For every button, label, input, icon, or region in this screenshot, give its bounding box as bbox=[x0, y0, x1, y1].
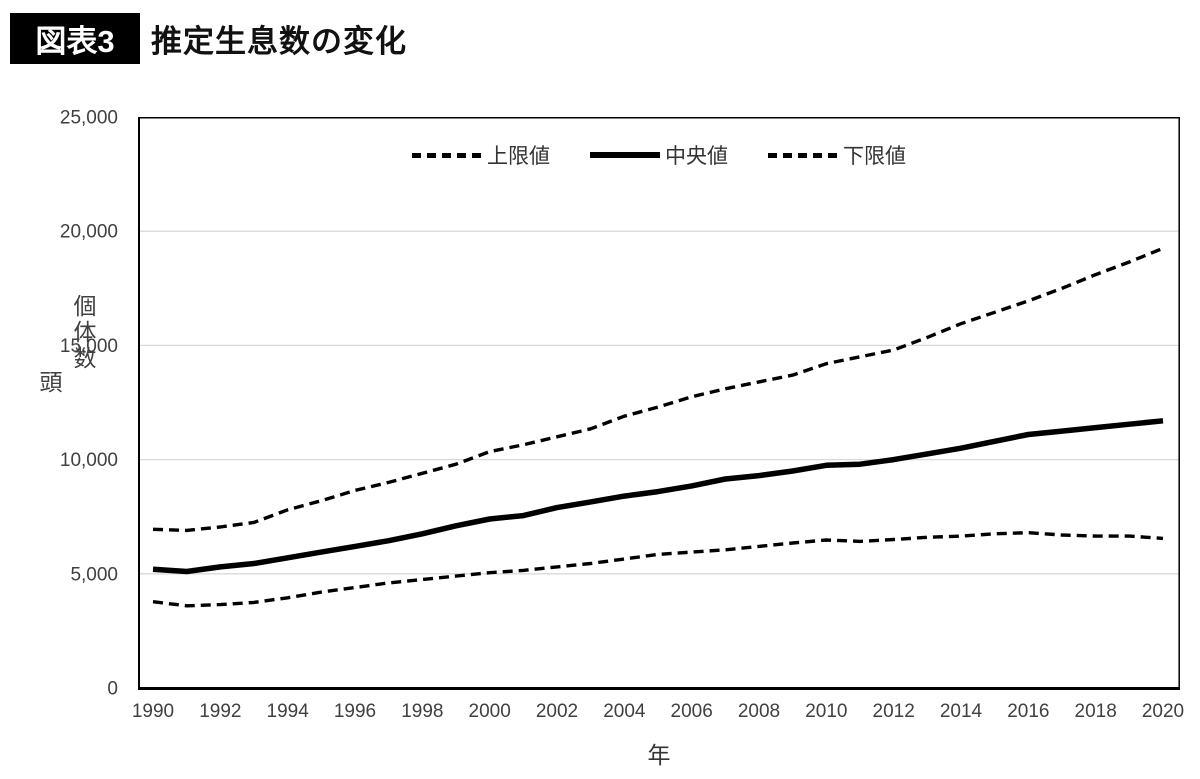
x-tick-label: 2020 bbox=[1142, 701, 1184, 722]
x-tick-label: 1994 bbox=[267, 701, 310, 722]
series-line-upper bbox=[152, 246, 1164, 533]
x-tick-label: 2016 bbox=[1007, 701, 1049, 722]
x-tick-label: 2008 bbox=[738, 701, 780, 722]
figure-badge: 図表3 bbox=[10, 13, 140, 64]
y-axis-title-line2: 頭 bbox=[36, 370, 62, 396]
figure-badge-label: 図表3 bbox=[35, 24, 115, 59]
legend-label-upper: 上限値 bbox=[487, 145, 550, 168]
chart-legend: 上限値 中央値 下限値 bbox=[138, 140, 1180, 170]
y-tick-label: 15,000 bbox=[60, 336, 118, 357]
x-tick-label: 2006 bbox=[671, 701, 713, 722]
x-tick-label: 2012 bbox=[873, 701, 915, 722]
x-tick-label: 2014 bbox=[940, 701, 983, 722]
y-tick-label: 25,000 bbox=[60, 108, 118, 129]
x-tick-label: 2018 bbox=[1075, 701, 1117, 722]
legend-item-upper: 上限値 bbox=[412, 140, 550, 170]
y-tick-label: 0 bbox=[107, 679, 118, 700]
y-tick-label: 5,000 bbox=[70, 564, 118, 585]
x-tick-label: 2010 bbox=[805, 701, 847, 722]
x-tick-label: 2004 bbox=[603, 701, 646, 722]
series-line-median bbox=[152, 418, 1164, 575]
y-tick-label: 20,000 bbox=[60, 222, 118, 243]
x-tick-label: 1998 bbox=[401, 701, 443, 722]
x-tick-label: 2000 bbox=[469, 701, 511, 722]
y-axis-title: 個体数 頭 bbox=[32, 294, 100, 396]
legend-label-median: 中央値 bbox=[665, 145, 728, 168]
legend-line-sample-upper bbox=[412, 152, 482, 158]
legend-line-sample-median bbox=[590, 152, 660, 158]
legend-line-sample-lower bbox=[768, 152, 838, 158]
figure-header: 図表3 推定生息数の変化 bbox=[10, 13, 407, 64]
y-tick-label: 10,000 bbox=[60, 450, 118, 471]
x-tick-label: 1990 bbox=[132, 701, 174, 722]
y-axis-title-line1: 個体数 bbox=[70, 294, 96, 372]
figure-title: 推定生息数の変化 bbox=[151, 24, 407, 59]
legend-item-median: 中央値 bbox=[590, 140, 728, 170]
legend-item-lower: 下限値 bbox=[768, 140, 906, 170]
legend-label-lower: 下限値 bbox=[843, 145, 906, 168]
x-axis-title: 年 bbox=[647, 742, 671, 768]
series-line-lower bbox=[152, 531, 1164, 608]
x-tick-label: 1996 bbox=[334, 701, 376, 722]
x-tick-label: 2002 bbox=[536, 701, 578, 722]
x-tick-label: 1992 bbox=[199, 701, 241, 722]
